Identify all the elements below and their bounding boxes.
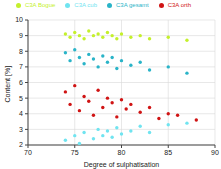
svg-text:4: 4 [19,110,23,117]
svg-text:2: 2 [19,141,23,148]
svg-text:3: 3 [19,126,23,133]
html-text:C3A cub: C3A cub [74,2,97,8]
svg-text:90: 90 [211,149,213,156]
svg-text:70: 70 [24,149,32,156]
html-text:C3A orth: C3A orth [167,2,191,8]
svg-text:Degree of sulphatisation: Degree of sulphatisation [84,161,160,169]
svg-text:10: 10 [15,16,23,23]
svg-text:9: 9 [19,32,23,39]
svg-text:8: 8 [19,48,23,55]
svg-text:6: 6 [19,79,23,86]
svg-text:Content [%]: Content [%] [8,66,12,103]
svg-text:85: 85 [164,149,172,156]
html-text:C3A gesamt: C3A gesamt [116,2,149,8]
html-text:C3A Bogue: C3A Bogue [25,2,56,8]
svg-text:80: 80 [118,149,126,156]
svg-text:5: 5 [19,95,23,102]
svg-text:75: 75 [71,149,79,156]
svg-text:7: 7 [19,63,23,70]
